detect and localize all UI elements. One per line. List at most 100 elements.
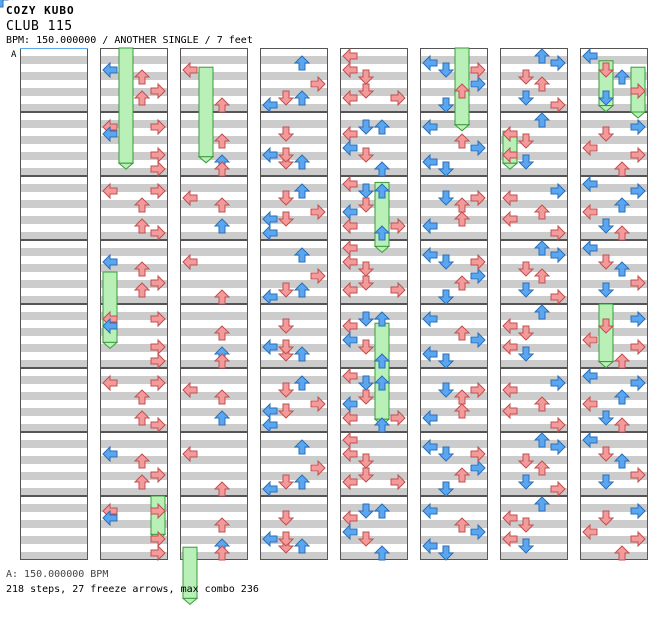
right-arrow-icon	[150, 274, 166, 292]
down-arrow-icon	[437, 97, 455, 113]
chart-meta: BPM: 150.000000 / ANOTHER SINGLE / 7 fee…	[6, 35, 253, 46]
up-arrow-icon	[533, 204, 551, 220]
left-arrow-icon	[262, 288, 278, 306]
right-arrow-icon	[550, 246, 566, 264]
up-arrow-icon	[453, 517, 471, 533]
left-arrow-icon	[182, 189, 198, 207]
measure	[260, 176, 328, 240]
down-arrow-icon	[277, 147, 295, 163]
up-arrow-icon	[213, 410, 231, 426]
left-arrow-icon	[262, 530, 278, 548]
down-arrow-icon	[357, 453, 375, 469]
up-arrow-icon	[613, 261, 631, 277]
down-arrow-icon	[277, 190, 295, 206]
down-arrow-icon	[357, 503, 375, 519]
measure	[580, 496, 648, 560]
up-arrow-icon	[133, 261, 151, 277]
left-arrow-icon	[182, 253, 198, 271]
up-arrow-icon	[213, 481, 231, 497]
left-arrow-icon	[102, 317, 118, 335]
up-arrow-icon	[533, 48, 551, 64]
up-arrow-icon	[533, 268, 551, 284]
up-arrow-icon	[293, 154, 311, 170]
measure	[500, 304, 568, 368]
down-arrow-icon	[597, 90, 615, 106]
right-arrow-icon	[150, 374, 166, 392]
left-arrow-icon	[502, 210, 518, 228]
down-arrow-icon	[517, 282, 535, 298]
right-arrow-icon	[630, 310, 646, 328]
left-arrow-icon	[342, 203, 358, 221]
up-arrow-icon	[373, 375, 391, 391]
left-arrow-icon	[422, 345, 438, 363]
up-arrow-icon	[293, 183, 311, 199]
artist-name: COZY KUBO	[6, 4, 75, 17]
right-arrow-icon	[390, 409, 406, 427]
measure	[180, 368, 248, 432]
measure	[20, 48, 88, 112]
down-arrow-icon	[437, 481, 455, 497]
up-arrow-icon	[133, 389, 151, 405]
right-arrow-icon	[150, 182, 166, 200]
down-arrow-icon	[357, 119, 375, 135]
down-arrow-icon	[437, 382, 455, 398]
chart-column	[180, 48, 248, 560]
down-arrow-icon	[357, 531, 375, 547]
down-arrow-icon	[517, 517, 535, 533]
measure	[420, 112, 488, 176]
right-arrow-icon	[630, 502, 646, 520]
down-arrow-icon	[597, 474, 615, 490]
right-arrow-icon	[550, 480, 566, 498]
down-arrow-icon	[597, 218, 615, 234]
left-arrow-icon	[502, 381, 518, 399]
right-arrow-icon	[310, 203, 326, 221]
measure	[20, 432, 88, 496]
down-arrow-icon	[517, 474, 535, 490]
measure	[580, 304, 648, 368]
up-arrow-icon	[293, 439, 311, 455]
left-arrow-icon	[342, 253, 358, 271]
down-arrow-icon	[277, 510, 295, 526]
up-arrow-icon	[133, 474, 151, 490]
measure	[100, 368, 168, 432]
down-arrow-icon	[517, 261, 535, 277]
chart-column	[100, 48, 168, 560]
down-arrow-icon	[357, 147, 375, 163]
left-arrow-icon	[342, 445, 358, 463]
measure	[100, 496, 168, 560]
left-arrow-icon	[422, 153, 438, 171]
down-arrow-icon	[597, 62, 615, 78]
right-arrow-icon	[550, 288, 566, 306]
up-arrow-icon	[453, 133, 471, 149]
measure	[180, 432, 248, 496]
up-arrow-icon	[453, 467, 471, 483]
up-arrow-icon	[293, 282, 311, 298]
measure	[420, 304, 488, 368]
right-arrow-icon	[390, 217, 406, 235]
measure	[260, 496, 328, 560]
left-arrow-icon	[342, 331, 358, 349]
bpm-summary: A: 150.000000 BPM	[6, 569, 109, 580]
left-arrow-icon	[182, 381, 198, 399]
up-arrow-icon	[293, 474, 311, 490]
up-arrow-icon	[373, 311, 391, 327]
measure	[260, 368, 328, 432]
freeze-arrow	[101, 271, 119, 350]
left-arrow-icon	[582, 47, 598, 65]
measure	[580, 432, 648, 496]
measure	[260, 304, 328, 368]
freeze-arrow	[181, 546, 199, 606]
down-arrow-icon	[517, 453, 535, 469]
down-arrow-icon	[597, 446, 615, 462]
left-arrow-icon	[262, 416, 278, 434]
up-arrow-icon	[133, 197, 151, 213]
up-arrow-icon	[293, 538, 311, 554]
up-arrow-icon	[533, 496, 551, 512]
measure	[20, 176, 88, 240]
up-arrow-icon	[213, 161, 231, 177]
left-arrow-icon	[342, 139, 358, 157]
left-arrow-icon	[502, 509, 518, 527]
left-arrow-icon	[182, 445, 198, 463]
measure	[180, 496, 248, 560]
